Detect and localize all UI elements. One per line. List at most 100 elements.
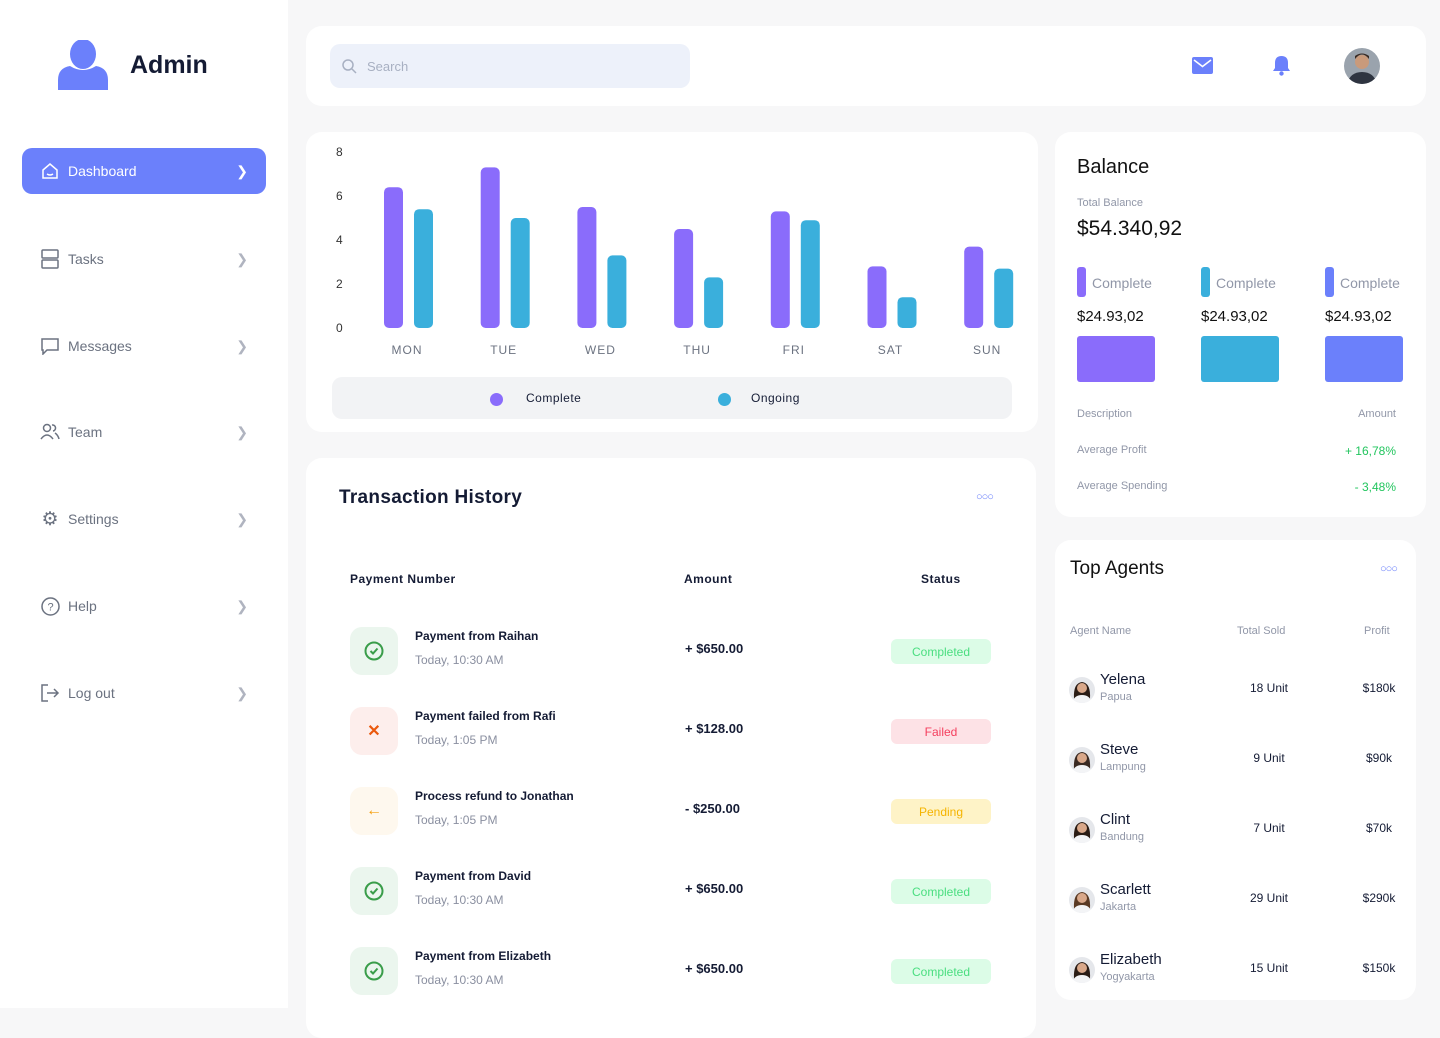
help-icon: ? bbox=[40, 596, 60, 616]
bell-icon[interactable] bbox=[1272, 55, 1291, 76]
agent-row[interactable]: Elizabeth Yogyakarta 15 Unit $150k bbox=[1069, 951, 1409, 991]
legend-ongoing: Ongoing bbox=[751, 391, 800, 405]
transaction-amount: + $128.00 bbox=[685, 721, 744, 736]
agent-row[interactable]: Steve Lampung 9 Unit $90k bbox=[1069, 741, 1409, 781]
sidebar-item-settings[interactable]: ⚙ Settings ❯ bbox=[22, 496, 266, 542]
bar-ongoing-sat bbox=[897, 297, 917, 328]
bar-chart: 0 2 4 6 8 MON TUE WED THU FRI SAT SUN bbox=[336, 145, 1014, 357]
transaction-time: Today, 10:30 AM bbox=[415, 653, 504, 667]
header-payment-number: Payment Number bbox=[350, 572, 456, 586]
more-options-icon[interactable]: ○○○ bbox=[1380, 563, 1398, 575]
x-tick-label: TUE bbox=[490, 343, 517, 357]
agent-total-sold: 9 Unit bbox=[1253, 751, 1285, 765]
total-balance-label: Total Balance bbox=[1077, 197, 1144, 209]
balance-item-value: $24.93,02 bbox=[1325, 308, 1392, 325]
status-badge: Completed bbox=[891, 959, 991, 984]
svg-text:?: ? bbox=[47, 601, 53, 613]
weekly-chart-card: 0 2 4 6 8 MON TUE WED THU FRI SAT SUN Complete Ongo… bbox=[306, 132, 1038, 432]
header-status: Status bbox=[921, 572, 961, 586]
x-tick-label: SUN bbox=[973, 343, 1001, 357]
agent-total-sold: 18 Unit bbox=[1249, 681, 1289, 695]
transaction-row[interactable]: ← Process refund to Jonathan Today, 1:05… bbox=[350, 787, 1000, 837]
agent-profit: $290k bbox=[1362, 891, 1396, 905]
y-tick-label: 4 bbox=[336, 233, 343, 247]
message-icon bbox=[40, 336, 60, 356]
bar-complete-sun bbox=[964, 246, 984, 328]
balance-item-value: $24.93,02 bbox=[1201, 308, 1268, 325]
check-circle-icon bbox=[350, 947, 398, 995]
chevron-right-icon: ❯ bbox=[236, 510, 248, 527]
bar-ongoing-sun bbox=[994, 268, 1014, 328]
brand: Admin bbox=[58, 40, 208, 90]
search-input[interactable] bbox=[367, 58, 667, 74]
agent-row[interactable]: Yelena Papua 18 Unit $180k bbox=[1069, 671, 1409, 711]
transaction-time: Today, 1:05 PM bbox=[415, 733, 498, 747]
agent-avatar bbox=[1069, 887, 1095, 913]
bar-complete-mon bbox=[384, 187, 403, 328]
sidebar-item-help[interactable]: ? Help ❯ bbox=[22, 583, 266, 629]
transaction-amount: + $650.00 bbox=[685, 641, 744, 656]
agent-name: Clint bbox=[1100, 811, 1131, 828]
balance-color-marker bbox=[1077, 267, 1086, 297]
balance-item-label: Complete bbox=[1216, 275, 1276, 291]
search-box[interactable] bbox=[330, 44, 690, 88]
header-profit: Profit bbox=[1364, 625, 1390, 637]
more-options-icon[interactable]: ○○○ bbox=[976, 491, 994, 503]
agent-row[interactable]: Scarlett Jakarta 29 Unit $290k bbox=[1069, 881, 1409, 921]
total-balance-value: $54.340,92 bbox=[1077, 217, 1183, 240]
sidebar-item-team[interactable]: Team ❯ bbox=[22, 409, 266, 455]
nav-label: Help bbox=[68, 598, 97, 614]
avg-profit-label: Average Profit bbox=[1077, 444, 1147, 456]
transaction-row[interactable]: ✕ Payment failed from Rafi Today, 1:05 P… bbox=[350, 707, 1000, 757]
sidebar-item-messages[interactable]: Messages ❯ bbox=[22, 323, 266, 369]
avg-spending-label: Average Spending bbox=[1077, 480, 1168, 492]
transaction-row[interactable]: Payment from Raihan Today, 10:30 AM + $6… bbox=[350, 627, 1000, 677]
agent-location: Lampung bbox=[1100, 761, 1146, 773]
user-avatar[interactable] bbox=[1344, 48, 1380, 84]
logout-icon bbox=[40, 683, 60, 703]
balance-item-value: $24.93,02 bbox=[1077, 308, 1144, 325]
balance-color-marker bbox=[1201, 267, 1210, 297]
transaction-row[interactable]: Payment from Elizabeth Today, 10:30 AM +… bbox=[350, 947, 1000, 997]
sidebar-item-logout[interactable]: Log out ❯ bbox=[22, 670, 266, 716]
agent-total-sold: 15 Unit bbox=[1249, 961, 1289, 975]
transaction-time: Today, 10:30 AM bbox=[415, 893, 504, 907]
bar-ongoing-fri bbox=[800, 220, 820, 328]
agent-total-sold: 29 Unit bbox=[1249, 891, 1289, 905]
chevron-right-icon: ❯ bbox=[236, 337, 248, 354]
agent-profit: $150k bbox=[1362, 961, 1396, 975]
chevron-right-icon: ❯ bbox=[236, 597, 248, 614]
status-badge: Pending bbox=[891, 799, 991, 824]
transaction-row[interactable]: Payment from David Today, 10:30 AM + $65… bbox=[350, 867, 1000, 917]
y-tick-label: 6 bbox=[336, 189, 343, 203]
check-circle-icon bbox=[350, 867, 398, 915]
chevron-right-icon: ❯ bbox=[236, 684, 248, 701]
agents-title: Top Agents bbox=[1070, 558, 1165, 579]
mail-icon[interactable] bbox=[1192, 57, 1213, 74]
agent-location: Bandung bbox=[1100, 831, 1145, 843]
chart-legend: Complete Ongoing bbox=[332, 377, 1012, 419]
agent-location: Yogyakarta bbox=[1100, 971, 1155, 983]
agent-row[interactable]: Clint Bandung 7 Unit $70k bbox=[1069, 811, 1409, 851]
balance-card: Balance Total Balance $54.340,92 Complet… bbox=[1055, 132, 1426, 517]
nav-label: Tasks bbox=[68, 251, 104, 267]
status-badge: Completed bbox=[891, 639, 991, 664]
transaction-time: Today, 10:30 AM bbox=[415, 973, 504, 987]
avg-spending-value: - 3,48% bbox=[1354, 480, 1396, 494]
topbar bbox=[306, 26, 1426, 106]
balance-item-swatch bbox=[1325, 336, 1403, 382]
bar-complete-fri bbox=[770, 211, 790, 328]
sidebar-item-dashboard[interactable]: Dashboard ❯ bbox=[22, 148, 266, 194]
agent-total-sold: 7 Unit bbox=[1253, 821, 1285, 835]
sidebar-item-tasks[interactable]: Tasks ❯ bbox=[22, 236, 266, 282]
agent-name: Scarlett bbox=[1100, 881, 1151, 898]
agent-profit: $180k bbox=[1362, 681, 1396, 695]
amount-header: Amount bbox=[1358, 408, 1396, 420]
nav-label: Log out bbox=[68, 685, 115, 701]
status-badge: Failed bbox=[891, 719, 991, 744]
transaction-name: Payment from David bbox=[415, 869, 532, 883]
agent-name: Yelena bbox=[1100, 671, 1146, 688]
search-icon bbox=[342, 58, 357, 74]
bar-complete-thu bbox=[674, 229, 694, 328]
balance-title: Balance bbox=[1077, 156, 1150, 178]
